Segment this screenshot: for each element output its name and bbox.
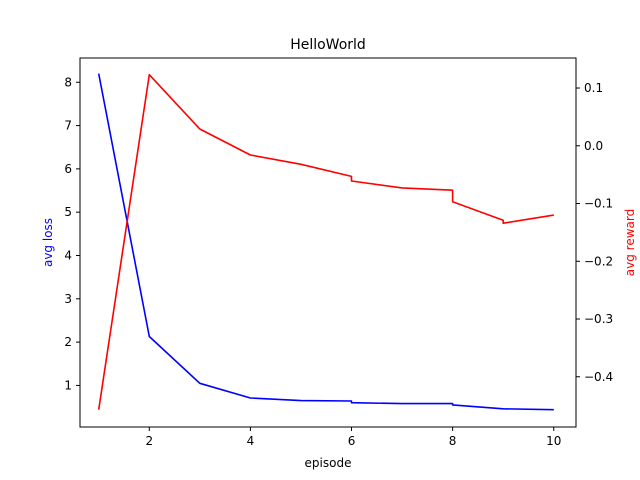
left-tick-label: 5	[64, 205, 72, 219]
x-axis-ticks: 2 4 6 8 10	[145, 427, 561, 448]
right-tick-label: 0.0	[584, 139, 603, 153]
right-axis-label: avg reward	[623, 209, 637, 276]
right-tick-label: −0.4	[584, 370, 613, 384]
x-tick-label: 10	[546, 434, 561, 448]
chart-title: HelloWorld	[290, 37, 366, 53]
avg-loss-line	[97, 73, 554, 411]
left-tick-label: 2	[64, 335, 72, 349]
right-axis-ticks: 0.1 0.0 −0.1 −0.2 −0.3 −0.4	[576, 81, 613, 384]
left-tick-label: 4	[64, 248, 72, 262]
left-tick-label: 1	[64, 378, 72, 392]
left-tick-label: 7	[64, 119, 72, 133]
x-axis-label: episode	[305, 456, 352, 470]
right-tick-label: 0.1	[584, 81, 603, 95]
x-tick-label: 4	[247, 434, 255, 448]
right-tick-label: −0.3	[584, 312, 613, 326]
left-tick-label: 3	[64, 292, 72, 306]
right-tick-label: −0.2	[584, 254, 613, 268]
left-axis-label: avg loss	[41, 218, 55, 267]
series-layer	[97, 73, 554, 411]
left-tick-label: 8	[64, 75, 72, 89]
left-axis-ticks: 1 2 3 4 5 6 7 8	[64, 75, 80, 392]
avg-reward-line	[97, 73, 554, 410]
x-tick-label: 2	[145, 434, 153, 448]
plot-frame	[79, 57, 577, 428]
x-tick-label: 8	[449, 434, 457, 448]
x-tick-label: 6	[348, 434, 356, 448]
right-tick-label: −0.1	[584, 197, 613, 211]
left-tick-label: 6	[64, 162, 72, 176]
